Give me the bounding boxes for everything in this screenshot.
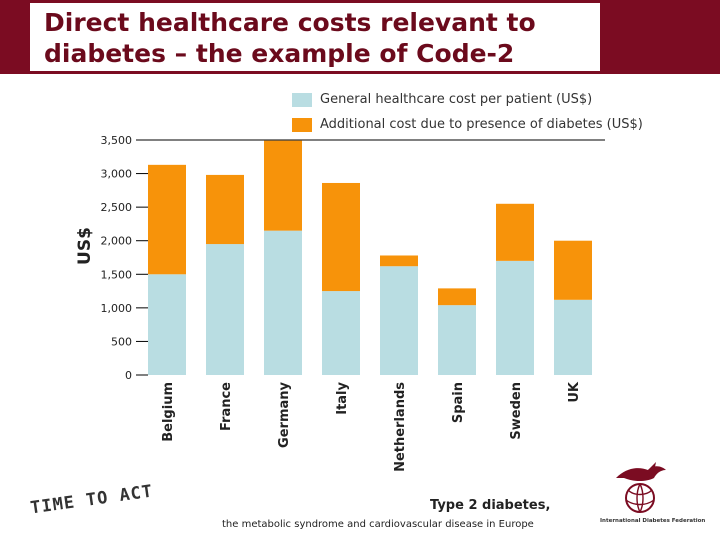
legend-label-general: General healthcare cost per patient (US$… <box>320 92 593 107</box>
chart-bars <box>148 140 592 375</box>
chart-axes <box>136 139 605 376</box>
y-tick-label: 3,500 <box>101 134 133 147</box>
category-label: UK <box>567 381 582 403</box>
title-box: Direct healthcare costs relevant to diab… <box>30 3 600 71</box>
bar-additional-netherlands <box>380 255 418 267</box>
legend-swatch-additional <box>292 118 312 132</box>
bar-general-netherlands <box>380 266 418 375</box>
bar-general-italy <box>322 291 360 375</box>
bar-additional-france <box>206 174 244 245</box>
title-bar: Direct healthcare costs relevant to diab… <box>0 0 720 74</box>
bar-additional-germany <box>264 140 302 231</box>
bar-additional-italy <box>322 182 360 292</box>
category-label: Germany <box>277 381 292 447</box>
category-label: Belgium <box>161 382 176 442</box>
logo-text: International Diabetes Federation <box>600 518 706 524</box>
category-label: Spain <box>451 382 466 423</box>
y-tick-label: 1,500 <box>101 268 133 281</box>
category-label: France <box>219 382 234 431</box>
legend-swatch-general <box>292 93 312 107</box>
bar-general-sweden <box>496 260 534 375</box>
footer-title: Type 2 diabetes, <box>430 498 551 513</box>
bar-additional-uk <box>554 240 592 300</box>
bar-additional-sweden <box>496 203 534 261</box>
y-tick-label: 1,000 <box>101 302 133 315</box>
bar-general-france <box>206 244 244 375</box>
category-label: Netherlands <box>393 382 408 472</box>
slide-title: Direct healthcare costs relevant to diab… <box>44 8 536 68</box>
y-tick-label: 0 <box>125 369 132 382</box>
y-tick-label: 3,000 <box>101 168 133 181</box>
y-axis-label: US$ <box>75 227 95 265</box>
bar-general-belgium <box>148 274 186 375</box>
footer-subtitle: the metabolic syndrome and cardiovascula… <box>222 519 534 530</box>
bar-general-germany <box>264 230 302 375</box>
y-tick-label: 2,000 <box>101 235 133 248</box>
bar-general-uk <box>554 299 592 375</box>
category-label: Sweden <box>509 382 524 440</box>
chart-category-labels: Belgium France Germany Italy Netherlands Spai… <box>161 381 582 472</box>
bar-general-spain <box>438 305 476 375</box>
y-tick-label: 500 <box>111 335 132 348</box>
y-tick-label: 2,500 <box>101 201 133 214</box>
chart-tick-labels: 0 500 1,000 1,500 2,000 2,500 3,000 3,500 <box>101 134 133 382</box>
legend-label-additional: Additional cost due to presence of diabe… <box>320 117 643 132</box>
idf-logo-icon <box>616 462 666 513</box>
bar-additional-spain <box>438 288 476 306</box>
category-label: Italy <box>335 381 350 414</box>
bar-additional-belgium <box>148 164 186 275</box>
